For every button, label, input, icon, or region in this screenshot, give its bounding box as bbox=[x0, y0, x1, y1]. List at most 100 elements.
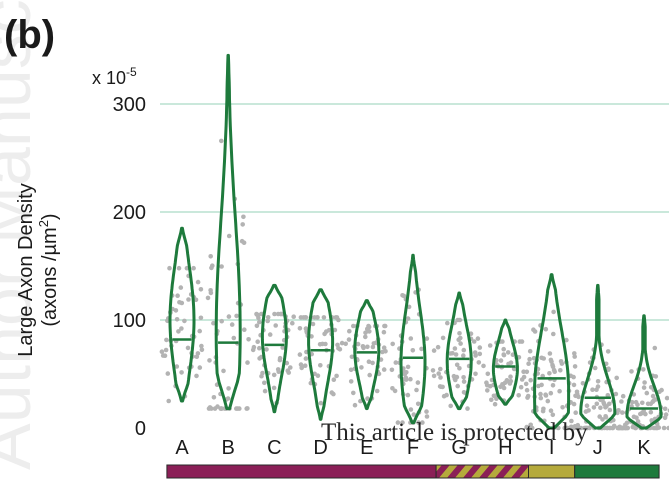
data-point-K bbox=[629, 369, 634, 374]
data-point-A bbox=[175, 293, 180, 299]
data-point-C bbox=[273, 323, 279, 328]
data-point-H bbox=[501, 385, 507, 391]
data-point-F bbox=[410, 348, 416, 353]
y-axis-label-line1: Large Axon Density bbox=[15, 183, 37, 356]
data-point-E bbox=[381, 367, 387, 372]
data-point-B bbox=[246, 337, 251, 342]
data-point-J bbox=[616, 408, 621, 413]
data-point-J bbox=[580, 381, 586, 386]
data-point-E bbox=[348, 379, 354, 384]
violin-D bbox=[307, 288, 335, 421]
data-point-H bbox=[508, 374, 513, 380]
data-point-I bbox=[539, 382, 544, 388]
data-point-B bbox=[219, 318, 224, 324]
data-point-G bbox=[461, 347, 467, 353]
data-point-E bbox=[349, 354, 355, 360]
y-tick-label-200: 200 bbox=[113, 202, 146, 224]
data-point-B bbox=[234, 313, 239, 319]
data-point-B bbox=[241, 214, 246, 220]
data-point-B bbox=[209, 265, 214, 271]
data-point-I bbox=[538, 395, 544, 401]
data-point-H bbox=[512, 366, 517, 372]
y-tick-label-0: 0 bbox=[135, 418, 146, 440]
data-point-B bbox=[205, 295, 211, 301]
data-point-A bbox=[166, 398, 171, 404]
data-point-K bbox=[652, 345, 658, 351]
data-point-B bbox=[219, 264, 224, 269]
data-point-F bbox=[402, 371, 408, 377]
data-point-H bbox=[484, 380, 489, 386]
data-point-K bbox=[631, 414, 637, 420]
data-point-B bbox=[215, 404, 220, 409]
data-point-A bbox=[197, 365, 203, 370]
data-point-G bbox=[461, 353, 466, 358]
data-point-K bbox=[656, 425, 662, 430]
data-point-G bbox=[448, 403, 454, 409]
data-point-E bbox=[363, 334, 368, 340]
data-point-D bbox=[329, 390, 335, 395]
data-point-F bbox=[393, 360, 399, 365]
x-tick-label-F: F bbox=[407, 437, 419, 459]
data-point-D bbox=[339, 340, 345, 346]
data-point-K bbox=[633, 399, 639, 405]
data-point-I bbox=[528, 377, 533, 383]
data-point-A bbox=[182, 318, 187, 324]
data-point-I bbox=[547, 371, 552, 376]
data-point-F bbox=[408, 407, 414, 412]
data-point-G bbox=[454, 362, 460, 368]
y-tick-label-100: 100 bbox=[113, 310, 146, 332]
data-point-H bbox=[498, 358, 504, 363]
x-tick-label-G: G bbox=[451, 437, 467, 459]
data-point-C bbox=[288, 365, 293, 370]
data-point-J bbox=[594, 401, 600, 407]
data-point-C bbox=[284, 360, 290, 366]
data-point-E bbox=[355, 341, 361, 347]
data-point-H bbox=[489, 397, 494, 403]
data-point-C bbox=[271, 385, 277, 391]
data-point-H bbox=[507, 381, 513, 386]
data-point-G bbox=[476, 360, 482, 365]
data-point-C bbox=[254, 323, 260, 329]
data-point-I bbox=[560, 405, 565, 410]
data-point-K bbox=[652, 425, 658, 431]
data-point-G bbox=[453, 377, 458, 383]
data-point-G bbox=[475, 336, 481, 341]
data-point-D bbox=[332, 327, 338, 333]
violin-K bbox=[625, 314, 663, 430]
data-point-A bbox=[176, 265, 182, 271]
data-point-F bbox=[395, 420, 401, 425]
data-point-D bbox=[302, 363, 308, 369]
data-point-H bbox=[501, 352, 507, 358]
violin-G bbox=[445, 291, 473, 411]
data-point-I bbox=[571, 382, 577, 388]
data-point-I bbox=[523, 381, 529, 387]
data-point-F bbox=[400, 420, 405, 425]
data-point-E bbox=[382, 323, 388, 329]
data-point-B bbox=[245, 360, 250, 365]
data-point-E bbox=[343, 341, 349, 347]
data-point-J bbox=[614, 375, 619, 381]
data-point-F bbox=[390, 386, 395, 391]
data-point-G bbox=[471, 339, 477, 344]
y-axis-label-unit: (axons /µm bbox=[39, 227, 61, 326]
data-point-G bbox=[456, 337, 462, 343]
data-point-E bbox=[370, 344, 376, 350]
data-point-A bbox=[167, 265, 172, 271]
data-point-E bbox=[359, 365, 364, 370]
data-point-H bbox=[518, 384, 524, 390]
data-point-B bbox=[245, 406, 250, 411]
data-point-A bbox=[163, 347, 169, 353]
data-point-B bbox=[237, 406, 242, 411]
data-point-F bbox=[415, 401, 421, 407]
x-tick-label-B: B bbox=[222, 437, 235, 459]
data-point-I bbox=[558, 368, 563, 373]
data-point-D bbox=[301, 315, 306, 320]
data-point-B bbox=[208, 253, 213, 259]
y-axis-label: Large Axon Density (axons /µm2) bbox=[15, 183, 61, 356]
data-point-A bbox=[186, 297, 191, 302]
data-point-A bbox=[164, 337, 169, 343]
data-point-I bbox=[543, 326, 549, 332]
data-point-J bbox=[571, 425, 577, 431]
data-point-I bbox=[552, 369, 557, 375]
y-axis-label-superscript: 2 bbox=[36, 220, 51, 227]
